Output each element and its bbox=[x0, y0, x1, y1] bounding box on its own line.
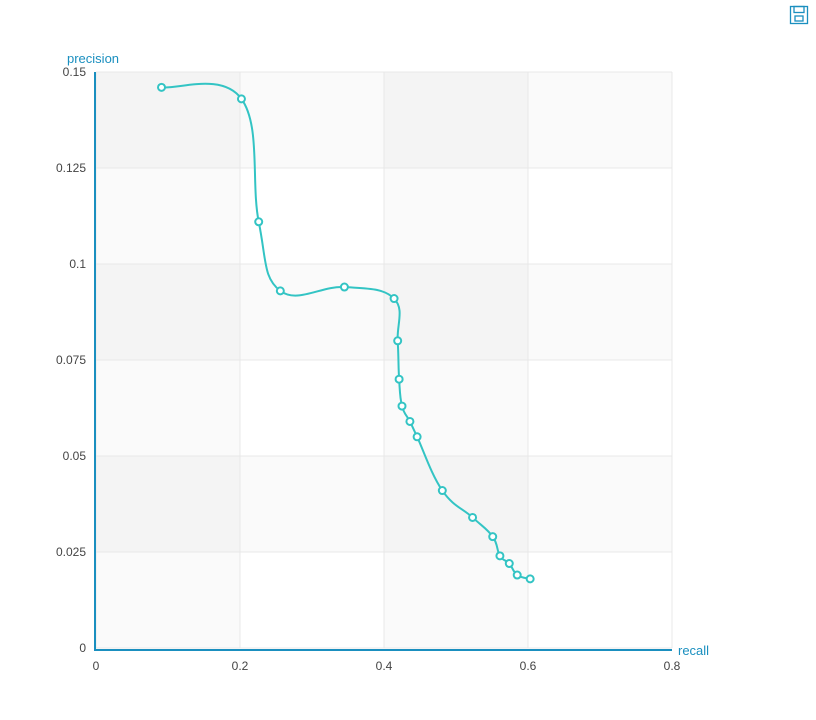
data-point[interactable] bbox=[437, 486, 447, 496]
y-tick-label: 0.1 bbox=[69, 257, 86, 271]
background-band bbox=[528, 552, 672, 648]
background-band bbox=[240, 360, 384, 456]
data-point[interactable] bbox=[157, 82, 167, 92]
data-point[interactable] bbox=[504, 559, 514, 569]
background-band bbox=[96, 168, 240, 264]
background-band bbox=[384, 264, 528, 360]
x-axis-label: recall bbox=[678, 643, 709, 658]
data-point[interactable] bbox=[525, 574, 535, 584]
data-point[interactable] bbox=[394, 374, 404, 384]
y-tick-label: 0 bbox=[79, 641, 86, 655]
y-tick-label: 0.075 bbox=[56, 353, 86, 367]
background-band bbox=[240, 168, 384, 264]
data-point[interactable] bbox=[495, 551, 505, 561]
data-point[interactable] bbox=[275, 286, 285, 296]
x-tick-label: 0.2 bbox=[232, 659, 249, 673]
save-icon bbox=[789, 5, 809, 25]
y-tick-label: 0.05 bbox=[63, 449, 87, 463]
tick-labels: 0 0.2 0.4 0.6 0.8 0 0.025 0.05 0.075 0.1 0.125 0.15 bbox=[56, 65, 681, 673]
background-band bbox=[528, 456, 672, 552]
x-tick-label: 0.6 bbox=[520, 659, 537, 673]
background-band bbox=[240, 456, 384, 552]
background-band bbox=[96, 552, 240, 648]
background-band bbox=[240, 552, 384, 648]
background-band bbox=[528, 264, 672, 360]
y-axis-label: precision bbox=[67, 51, 119, 66]
background-band bbox=[384, 72, 528, 168]
x-tick-label: 0 bbox=[93, 659, 100, 673]
data-point[interactable] bbox=[236, 94, 246, 104]
background-band bbox=[96, 360, 240, 456]
background-band bbox=[384, 552, 528, 648]
y-tick-label: 0.025 bbox=[56, 545, 86, 559]
background-band bbox=[528, 72, 672, 168]
background-bands bbox=[96, 72, 672, 648]
save-as-image-button[interactable] bbox=[789, 5, 809, 25]
background-band bbox=[96, 264, 240, 360]
y-tick-label: 0.15 bbox=[63, 65, 87, 79]
data-point[interactable] bbox=[393, 336, 403, 346]
background-band bbox=[384, 168, 528, 264]
y-tick-label: 0.125 bbox=[56, 161, 86, 175]
x-tick-label: 0.4 bbox=[376, 659, 393, 673]
data-point[interactable] bbox=[468, 512, 478, 522]
background-band bbox=[96, 456, 240, 552]
x-tick-label: 0.8 bbox=[664, 659, 681, 673]
data-point[interactable] bbox=[389, 294, 399, 304]
background-band bbox=[528, 360, 672, 456]
data-point[interactable] bbox=[412, 432, 422, 442]
axes bbox=[94, 72, 672, 651]
data-point[interactable] bbox=[254, 217, 264, 227]
background-band bbox=[384, 360, 528, 456]
data-point[interactable] bbox=[405, 416, 415, 426]
data-points bbox=[157, 82, 535, 584]
background-band bbox=[240, 264, 384, 360]
data-point[interactable] bbox=[339, 282, 349, 292]
data-point[interactable] bbox=[512, 570, 522, 580]
data-point[interactable] bbox=[488, 532, 498, 542]
background-band bbox=[240, 72, 384, 168]
data-point[interactable] bbox=[397, 401, 407, 411]
background-band bbox=[528, 168, 672, 264]
